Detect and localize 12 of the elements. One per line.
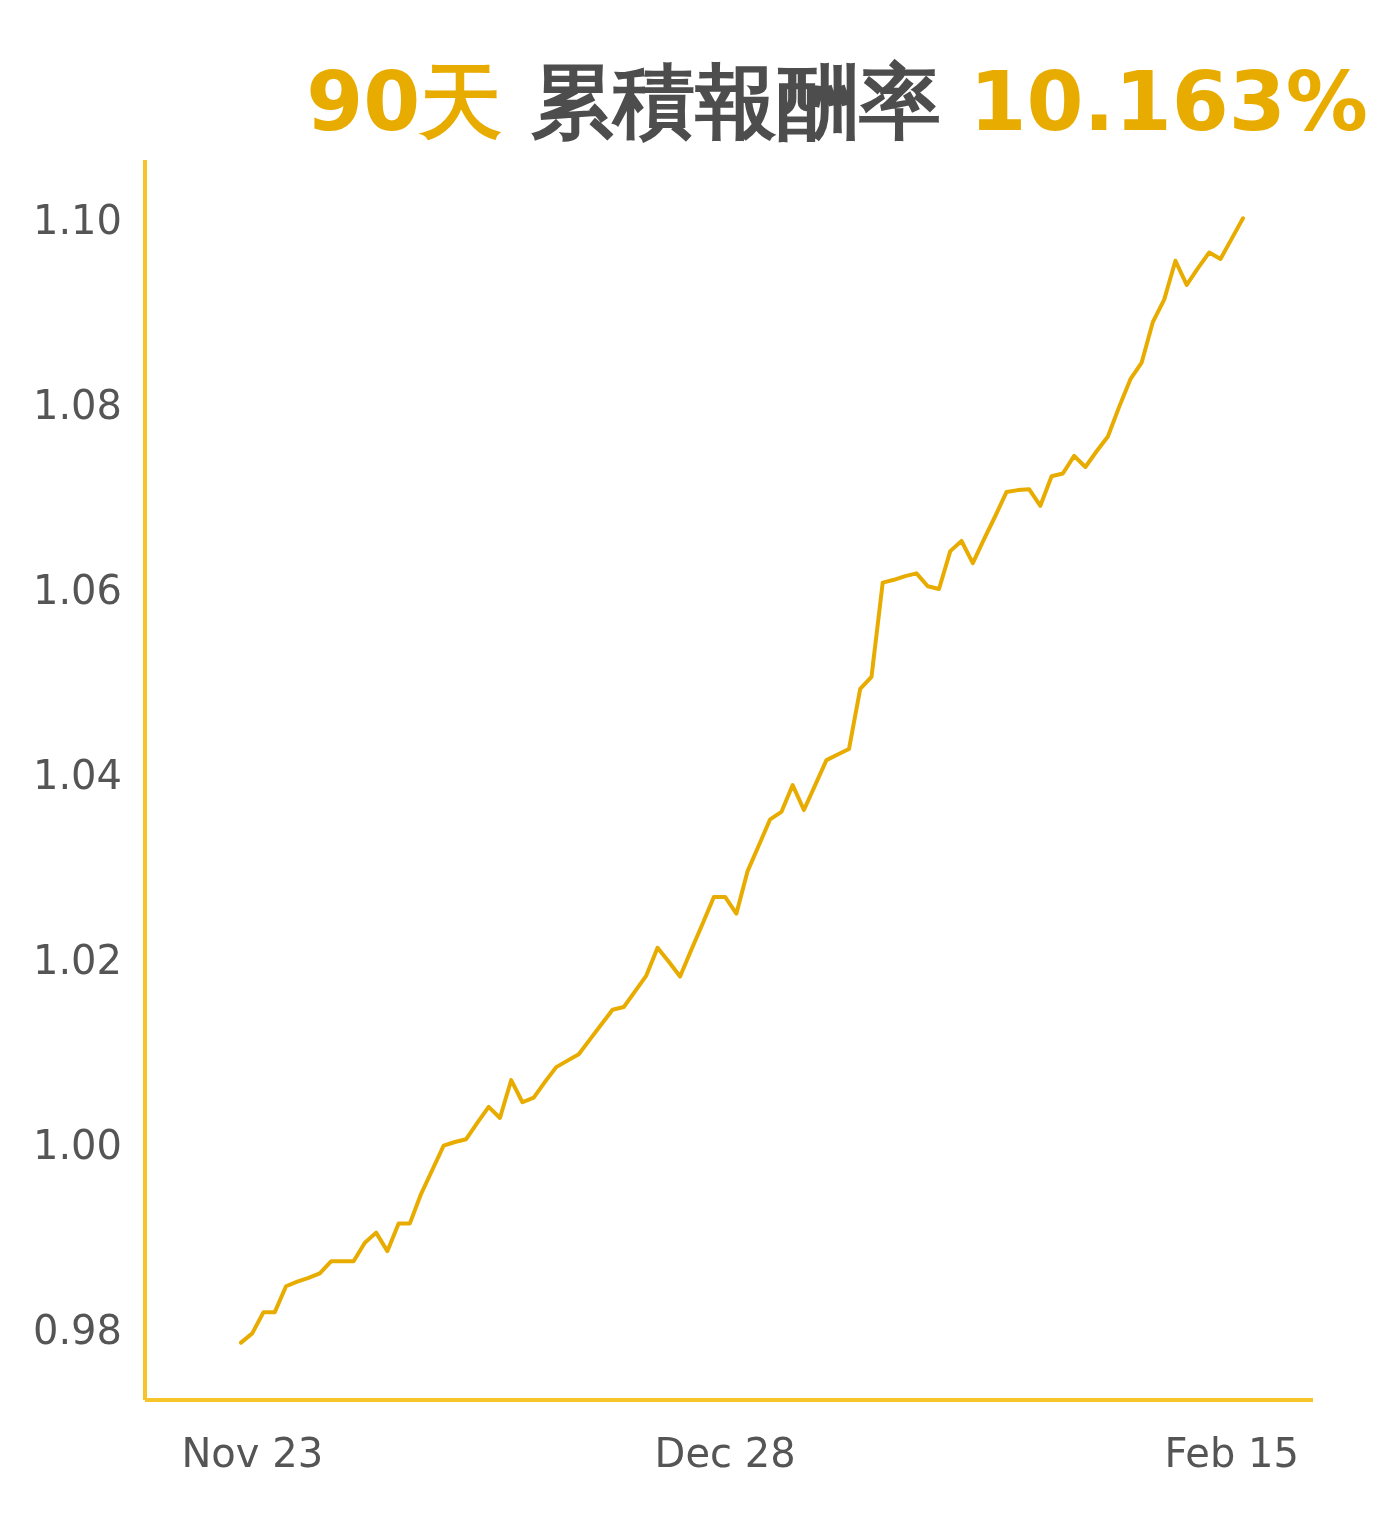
x-tick-label: Nov 23 — [181, 1430, 324, 1476]
y-tick-label: 1.00 — [32, 1121, 122, 1168]
y-tick-label: 1.08 — [32, 382, 122, 429]
y-tick-label: 0.98 — [32, 1306, 122, 1353]
y-tick-label: 1.02 — [32, 936, 122, 983]
y-tick-label: 1.04 — [32, 751, 122, 798]
y-tick-label: 1.10 — [32, 197, 122, 244]
x-tick-label: Feb 15 — [1164, 1430, 1299, 1476]
y-tick-label: 1.06 — [32, 566, 122, 613]
line-series — [239, 216, 1245, 1345]
x-tick-label: Dec 28 — [654, 1430, 796, 1476]
chart-title: 90天 累積報酬率 10.163% — [306, 54, 1368, 149]
